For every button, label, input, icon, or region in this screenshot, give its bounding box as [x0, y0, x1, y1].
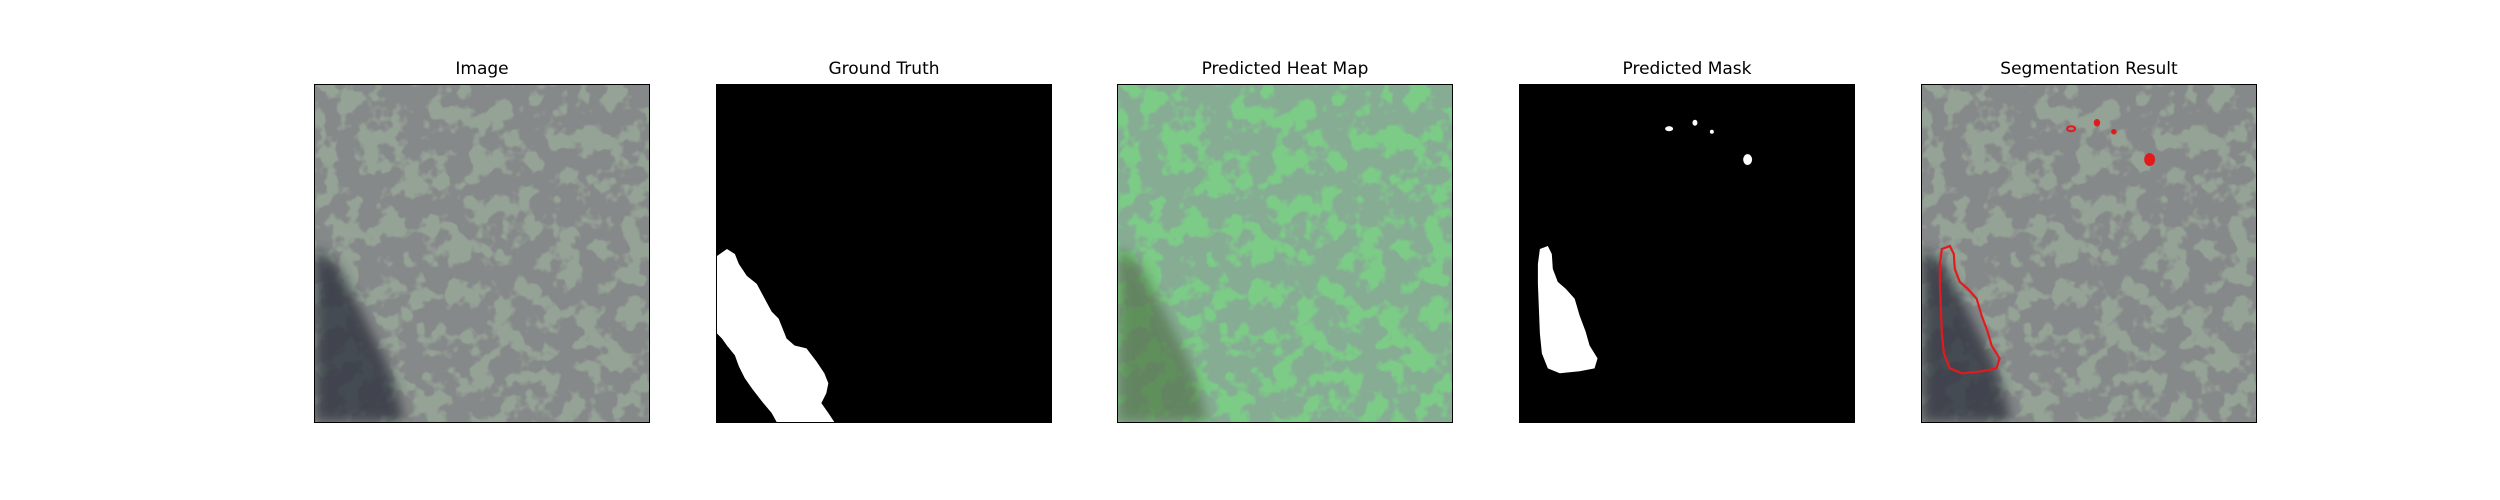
- ground-truth-mask: [717, 85, 1051, 422]
- texture-image: [315, 85, 649, 422]
- segmentation-contour: [2066, 125, 2077, 133]
- panel-title-predicted-mask: Predicted Mask: [1622, 59, 1752, 79]
- panel-predicted-mask: [1519, 84, 1855, 423]
- predicted-blob: [1709, 129, 1714, 134]
- panel-segmentation-result: [1921, 84, 2257, 423]
- predicted-blob: [1743, 154, 1753, 166]
- segmentation-contour: [2111, 128, 2117, 135]
- panel-title-image: Image: [455, 59, 509, 79]
- segmentation-contour: [2144, 153, 2156, 167]
- ground-truth-region: [717, 249, 835, 422]
- predicted-region: [1537, 246, 1598, 374]
- segmentation-contour: [2093, 119, 2101, 127]
- panel-title-segmentation-result: Segmentation Result: [2000, 59, 2178, 79]
- panel-ground-truth: [716, 84, 1052, 423]
- heat-map-image: [1118, 85, 1452, 422]
- panel-heat-map: [1117, 84, 1453, 423]
- predicted-blob: [1692, 119, 1698, 126]
- predicted-blob: [1665, 126, 1674, 132]
- segmentation-result-image: [1922, 85, 2256, 422]
- segmentation-contour: [1938, 244, 2001, 375]
- panel-title-ground-truth: Ground Truth: [828, 59, 940, 79]
- panel-image: [314, 84, 650, 423]
- panel-title-heat-map: Predicted Heat Map: [1201, 59, 1369, 79]
- predicted-mask: [1520, 85, 1854, 422]
